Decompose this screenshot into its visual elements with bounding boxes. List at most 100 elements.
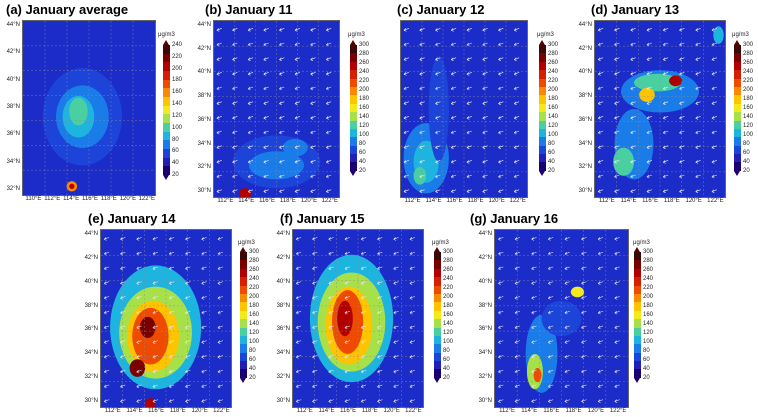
wind-arrow — [547, 369, 554, 374]
colorbar-tick-label: 180 — [743, 96, 754, 102]
wind-arrow — [312, 251, 318, 256]
colorbar-tick-label: 180 — [643, 303, 654, 309]
wind-arrow — [435, 174, 441, 179]
wind-arrow — [513, 57, 520, 61]
wind-arrow — [498, 145, 504, 149]
wind-arrow — [247, 160, 254, 164]
colorbar-segment — [240, 268, 247, 278]
colorbar-segment — [734, 95, 741, 104]
colorbar-segment — [350, 137, 357, 146]
colorbar-segment — [163, 148, 170, 158]
wind-arrow — [679, 145, 685, 149]
wind-arrow — [120, 325, 126, 330]
wind-arrow — [547, 310, 554, 315]
pollution-plume — [639, 87, 655, 102]
colorbar-tick-label: 200 — [249, 294, 260, 300]
wind-arrow — [312, 266, 318, 271]
wind-arrow — [630, 116, 636, 120]
wind-arrow — [120, 399, 126, 403]
wind-arrow — [597, 42, 604, 47]
wind-arrow — [630, 57, 636, 61]
wind-arrow — [695, 116, 701, 120]
wind-arrow — [403, 174, 409, 179]
colorbar-tick-label: 120 — [359, 123, 370, 129]
wind-arrow — [295, 369, 302, 374]
wind-arrow — [294, 116, 301, 120]
wind-arrow — [662, 86, 669, 91]
colorbar-segment — [734, 145, 741, 155]
wind-arrow — [498, 251, 504, 256]
wind-arrow — [232, 72, 238, 76]
wind-arrow — [597, 384, 604, 389]
colorbar-segment — [434, 335, 441, 345]
colorbar-segment — [163, 166, 170, 175]
wind-arrow — [103, 355, 110, 359]
wind-arrow — [310, 145, 316, 149]
lat-tick-label: 40°N — [478, 278, 492, 285]
colorbar-segment — [434, 252, 441, 261]
colorbar-tick-label: 240 — [249, 276, 260, 282]
wind-arrow — [403, 130, 409, 135]
wind-arrow — [498, 130, 504, 135]
concentration-field — [495, 230, 628, 407]
colorbar-tick-label: 260 — [359, 60, 370, 66]
wind-arrow — [217, 369, 223, 374]
wind-arrow — [120, 310, 126, 315]
lat-tick-label: 44°N — [478, 231, 492, 237]
colorbar-tick-label: 280 — [743, 51, 754, 57]
colorbar-segment — [350, 61, 357, 71]
wind-arrow — [450, 101, 457, 105]
wind-arrow — [614, 399, 620, 403]
colorbar-gradient — [634, 247, 641, 383]
wind-arrow — [152, 369, 158, 374]
wind-arrow — [662, 28, 669, 32]
wind-arrow — [216, 57, 222, 61]
panel-title: (d) January 13 — [591, 2, 680, 17]
wind-arrow — [547, 296, 554, 300]
wind-arrow — [344, 384, 350, 389]
concentration-field — [401, 21, 527, 197]
wind-arrow — [466, 130, 472, 135]
colorbar-tick-label: 140 — [548, 114, 559, 120]
wind-arrow — [662, 189, 669, 193]
wind-arrow — [614, 310, 620, 315]
wind-arrow — [403, 116, 409, 120]
wind-arrow — [360, 281, 367, 285]
lon-tick-label: 114°E — [521, 408, 538, 414]
wind-arrow — [279, 160, 285, 164]
colorbar-tick-label: 280 — [548, 51, 559, 57]
wind-arrow — [295, 325, 302, 330]
colorbar-max-arrow — [634, 247, 640, 252]
wind-arrow — [646, 174, 652, 179]
wind-arrow — [263, 160, 269, 164]
wind-arrow — [295, 355, 302, 359]
wind-arrow — [482, 101, 488, 105]
wind-arrow — [232, 174, 238, 179]
wind-arrow — [450, 57, 457, 61]
wind-arrow — [597, 237, 604, 241]
wind-arrow — [646, 160, 652, 164]
wind-arrow — [216, 28, 222, 32]
wind-arrow — [232, 86, 238, 91]
colorbar-tick-label: 300 — [359, 42, 370, 48]
lon-tick-label: 120°E — [300, 198, 318, 204]
wind-arrow — [614, 130, 620, 135]
wind-arrow — [614, 57, 620, 61]
lat-tick-label: 32°N — [84, 374, 98, 381]
wind-arrow — [360, 340, 367, 344]
wind-arrow — [295, 310, 302, 315]
wind-arrow — [295, 296, 302, 300]
wind-arrow — [279, 86, 285, 91]
wind-arrow — [614, 237, 620, 241]
wind-arrow — [136, 237, 142, 241]
wind-arrow — [597, 145, 604, 149]
colorbar-segment — [434, 277, 441, 286]
colorbar-tick-label: 300 — [443, 249, 454, 255]
wind-arrow — [201, 384, 207, 389]
wind-arrow — [279, 57, 285, 61]
colorbar-tick-label: 200 — [643, 294, 654, 300]
wind-arrow — [564, 325, 570, 330]
wind-arrow — [581, 340, 587, 344]
colorbar-segment — [539, 162, 546, 171]
wind-arrow — [247, 72, 254, 76]
